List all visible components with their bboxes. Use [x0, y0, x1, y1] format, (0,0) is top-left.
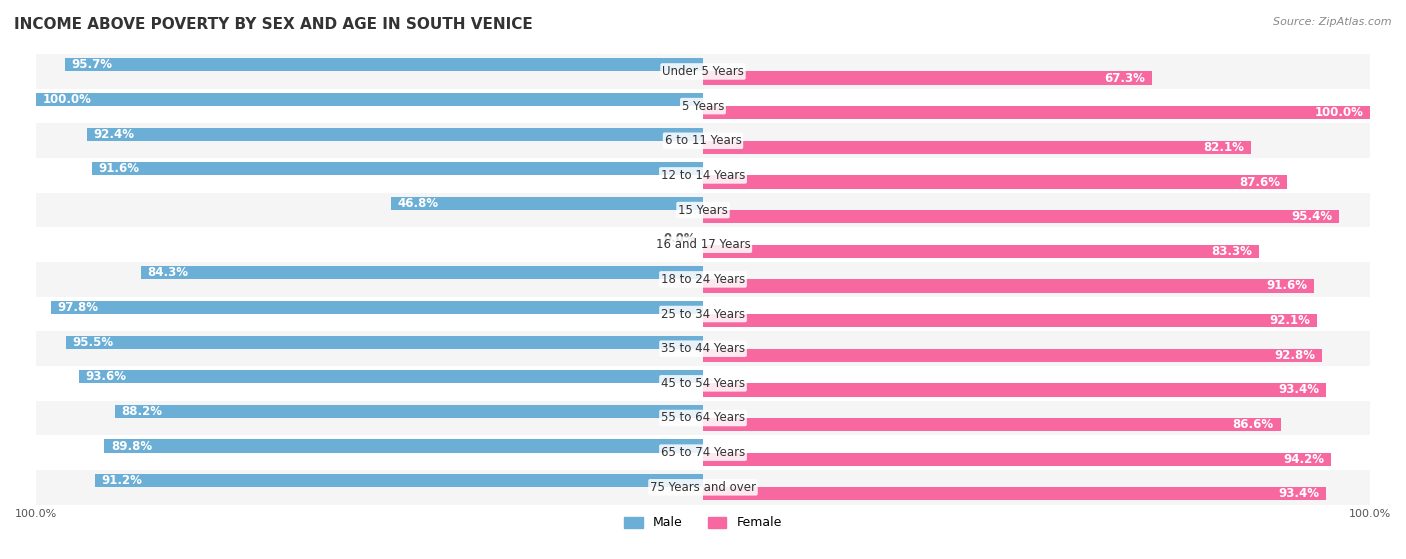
- Text: 100.0%: 100.0%: [1315, 106, 1364, 119]
- Text: Source: ZipAtlas.com: Source: ZipAtlas.com: [1274, 17, 1392, 27]
- Bar: [65, 58, 703, 72]
- Bar: [37, 470, 1369, 505]
- Bar: [37, 228, 1369, 262]
- Bar: [703, 210, 1339, 223]
- Bar: [37, 54, 1369, 89]
- Text: 67.3%: 67.3%: [1104, 72, 1144, 84]
- Text: 91.6%: 91.6%: [1267, 280, 1308, 292]
- Text: 100.0%: 100.0%: [42, 93, 91, 106]
- Text: 86.6%: 86.6%: [1233, 418, 1274, 431]
- Text: 82.1%: 82.1%: [1204, 141, 1244, 154]
- Bar: [37, 262, 1369, 297]
- Bar: [703, 141, 1250, 154]
- Text: Under 5 Years: Under 5 Years: [662, 65, 744, 78]
- Text: 45 to 54 Years: 45 to 54 Years: [661, 377, 745, 390]
- Bar: [37, 366, 1369, 401]
- Bar: [703, 418, 1281, 431]
- Bar: [115, 405, 703, 418]
- Text: 12 to 14 Years: 12 to 14 Years: [661, 169, 745, 182]
- Text: 91.2%: 91.2%: [101, 474, 142, 487]
- Bar: [703, 383, 1326, 396]
- Text: 89.8%: 89.8%: [111, 439, 152, 453]
- Legend: Male, Female: Male, Female: [619, 511, 787, 534]
- Bar: [94, 474, 703, 487]
- Bar: [79, 370, 703, 383]
- Text: 18 to 24 Years: 18 to 24 Years: [661, 273, 745, 286]
- Text: 95.7%: 95.7%: [72, 58, 112, 72]
- Bar: [703, 245, 1258, 258]
- Bar: [37, 124, 1369, 158]
- Bar: [104, 439, 703, 453]
- Bar: [37, 89, 1369, 124]
- Text: 55 to 64 Years: 55 to 64 Years: [661, 411, 745, 424]
- Text: 83.3%: 83.3%: [1211, 245, 1251, 258]
- Text: 6 to 11 Years: 6 to 11 Years: [665, 134, 741, 147]
- Text: 95.5%: 95.5%: [73, 335, 114, 349]
- Text: 93.4%: 93.4%: [1278, 383, 1319, 396]
- Bar: [703, 106, 1369, 119]
- Bar: [391, 197, 703, 210]
- Text: INCOME ABOVE POVERTY BY SEX AND AGE IN SOUTH VENICE: INCOME ABOVE POVERTY BY SEX AND AGE IN S…: [14, 17, 533, 32]
- Bar: [703, 280, 1313, 292]
- Text: 16 and 17 Years: 16 and 17 Years: [655, 238, 751, 251]
- Text: 0.0%: 0.0%: [664, 231, 696, 245]
- Bar: [703, 314, 1317, 327]
- Text: 35 to 44 Years: 35 to 44 Years: [661, 342, 745, 355]
- Bar: [66, 335, 703, 349]
- Text: 92.4%: 92.4%: [93, 127, 135, 141]
- Text: 84.3%: 84.3%: [148, 266, 188, 280]
- Bar: [37, 401, 1369, 435]
- Text: 92.8%: 92.8%: [1274, 349, 1315, 362]
- Bar: [37, 435, 1369, 470]
- Bar: [703, 349, 1322, 362]
- Bar: [703, 176, 1286, 188]
- Text: 46.8%: 46.8%: [398, 197, 439, 210]
- Text: 94.2%: 94.2%: [1284, 453, 1324, 466]
- Bar: [93, 162, 703, 176]
- Bar: [51, 301, 703, 314]
- Text: 87.6%: 87.6%: [1240, 176, 1281, 188]
- Bar: [703, 453, 1331, 466]
- Bar: [37, 158, 1369, 193]
- Bar: [703, 487, 1326, 500]
- Bar: [37, 193, 1369, 228]
- Text: 65 to 74 Years: 65 to 74 Years: [661, 446, 745, 459]
- Text: 5 Years: 5 Years: [682, 100, 724, 112]
- Text: 97.8%: 97.8%: [58, 301, 98, 314]
- Bar: [141, 266, 703, 280]
- Text: 92.1%: 92.1%: [1270, 314, 1310, 327]
- Text: 15 Years: 15 Years: [678, 203, 728, 216]
- Bar: [87, 127, 703, 141]
- Text: 91.6%: 91.6%: [98, 162, 139, 176]
- Text: 88.2%: 88.2%: [121, 405, 163, 418]
- Bar: [37, 93, 703, 106]
- Bar: [703, 72, 1152, 84]
- Text: 93.4%: 93.4%: [1278, 487, 1319, 500]
- Text: 25 to 34 Years: 25 to 34 Years: [661, 307, 745, 320]
- Text: 75 Years and over: 75 Years and over: [650, 481, 756, 494]
- Bar: [37, 297, 1369, 331]
- Bar: [37, 331, 1369, 366]
- Text: 93.6%: 93.6%: [86, 370, 127, 383]
- Text: 95.4%: 95.4%: [1291, 210, 1333, 223]
